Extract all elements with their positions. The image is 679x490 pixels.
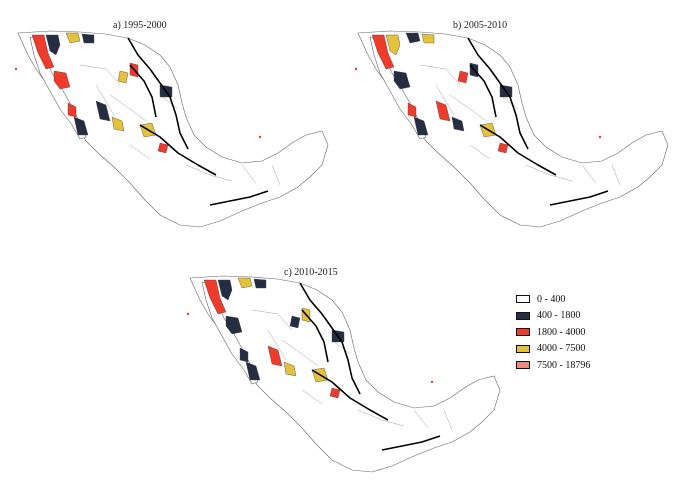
island-marker bbox=[430, 380, 434, 384]
region-sonora-coast-a bbox=[53, 70, 71, 90]
island-marker bbox=[186, 312, 190, 316]
legend-item: 1800 - 4000 bbox=[516, 324, 636, 341]
legend-swatch bbox=[516, 328, 530, 337]
island-marker bbox=[14, 67, 18, 71]
region-baja-sur-a bbox=[73, 116, 89, 136]
municipal-boundary bbox=[419, 64, 461, 86]
map-panel-b bbox=[354, 30, 669, 228]
municipal-boundary bbox=[331, 339, 351, 355]
municipal-boundary bbox=[267, 329, 287, 361]
legend-item: 4000 - 7500 bbox=[516, 341, 636, 358]
island-marker bbox=[354, 67, 358, 71]
region-sinaloa-b bbox=[451, 116, 465, 132]
municipal-boundary bbox=[185, 164, 233, 182]
region-interior-a bbox=[497, 142, 509, 154]
map-title-c: c) 2010-2015 bbox=[284, 267, 338, 278]
region-chihuahua-b bbox=[289, 315, 301, 329]
country-outline bbox=[357, 30, 669, 228]
municipal-boundary bbox=[449, 94, 487, 122]
region-sonora-coast-a bbox=[393, 70, 411, 90]
legend: 0 - 400 400 - 1800 1800 - 4000 4000 - 75… bbox=[516, 291, 636, 374]
municipal-boundary bbox=[281, 339, 319, 367]
municipal-boundary bbox=[469, 144, 491, 160]
region-baja-sur-b bbox=[239, 347, 249, 363]
state-border bbox=[299, 282, 441, 451]
region-sonora-border-a bbox=[405, 32, 421, 44]
legend-item: 7500 - 18796 bbox=[516, 357, 636, 374]
municipal-boundary bbox=[435, 84, 455, 116]
map-title-a: a) 1995-2000 bbox=[113, 20, 167, 31]
region-baja-norte-west bbox=[371, 34, 395, 70]
region-baja-sur-a bbox=[413, 116, 429, 136]
municipal-boundary bbox=[95, 84, 115, 116]
municipal-boundary bbox=[499, 94, 519, 110]
region-baja-norte-east bbox=[45, 34, 61, 56]
state-border bbox=[467, 37, 609, 206]
region-baja-sur-b bbox=[67, 102, 77, 118]
legend-item: 400 - 1800 bbox=[516, 308, 636, 325]
legend-swatch bbox=[516, 361, 530, 370]
region-sonora-border-b bbox=[421, 33, 435, 44]
region-baja-sur-b bbox=[407, 102, 417, 118]
country-outline bbox=[189, 275, 501, 473]
legend-swatch bbox=[516, 344, 530, 353]
municipal-boundary bbox=[271, 164, 281, 186]
region-baja-norte-west bbox=[203, 279, 227, 315]
municipal-boundary bbox=[129, 144, 151, 160]
legend-label: 0 - 400 bbox=[537, 293, 566, 305]
region-baja-norte-west bbox=[31, 34, 55, 70]
municipal-boundary bbox=[525, 164, 573, 182]
municipal-boundary bbox=[611, 164, 621, 186]
municipal-boundary bbox=[301, 389, 323, 405]
region-sinaloa-a bbox=[267, 345, 283, 367]
municipal-boundary bbox=[581, 164, 597, 184]
region-sonora-border-b bbox=[81, 33, 95, 44]
country-outline bbox=[17, 30, 329, 228]
region-sonora-border-a bbox=[237, 277, 253, 289]
municipal-boundary bbox=[159, 94, 179, 110]
region-sinaloa-b bbox=[283, 361, 297, 377]
region-sonora-border-b bbox=[253, 278, 267, 289]
island-marker bbox=[258, 135, 262, 139]
region-sonora-coast-a bbox=[225, 315, 243, 335]
municipal-boundary bbox=[443, 409, 453, 431]
legend-label: 7500 - 18796 bbox=[537, 359, 591, 371]
region-interior-a bbox=[329, 387, 341, 399]
region-interior-a bbox=[157, 142, 169, 154]
legend-item: 0 - 400 bbox=[516, 291, 636, 308]
region-sinaloa-b bbox=[111, 116, 125, 132]
region-sinaloa-a bbox=[95, 100, 111, 122]
municipal-boundary bbox=[413, 409, 429, 429]
region-sinaloa-a bbox=[435, 100, 451, 122]
region-baja-sur-a bbox=[245, 361, 261, 381]
legend-label: 4000 - 7500 bbox=[537, 343, 586, 355]
legend-label: 1800 - 4000 bbox=[537, 326, 586, 338]
municipal-boundary bbox=[357, 409, 405, 427]
map-panel-a bbox=[14, 30, 329, 228]
municipal-boundary bbox=[79, 64, 121, 86]
legend-label: 400 - 1800 bbox=[537, 310, 581, 322]
map-panel-c bbox=[186, 275, 501, 473]
legend-swatch bbox=[516, 295, 530, 304]
figure: a) 1995-2000 b) 2005-2010 c) 2010-2015 0… bbox=[14, 20, 669, 473]
state-border bbox=[127, 37, 269, 206]
region-chihuahua-b bbox=[457, 70, 469, 84]
legend-swatch bbox=[516, 311, 530, 320]
island-marker bbox=[598, 135, 602, 139]
region-sonora-border-a bbox=[65, 32, 81, 44]
region-baja-norte-east bbox=[217, 279, 233, 301]
region-baja-norte-east bbox=[385, 34, 401, 56]
municipal-boundary bbox=[251, 309, 293, 331]
region-chihuahua-b bbox=[117, 70, 129, 84]
municipal-boundary bbox=[109, 94, 147, 122]
municipal-boundary bbox=[241, 164, 257, 184]
map-title-b: b) 2005-2010 bbox=[453, 20, 508, 31]
